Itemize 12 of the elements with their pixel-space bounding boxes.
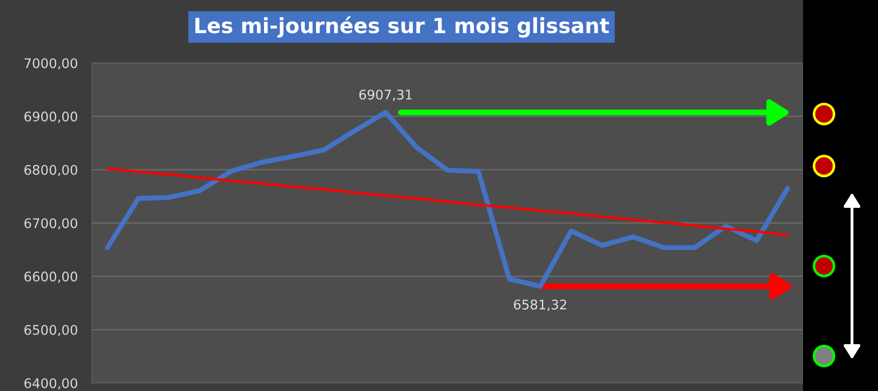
y-tick-label: 7000,00 bbox=[24, 58, 78, 70]
y-tick-label: 6900,00 bbox=[24, 112, 78, 123]
y-tick-label: 6600,00 bbox=[24, 272, 78, 283]
annotation: 6581,32 bbox=[514, 300, 566, 311]
annotation: 6907,31 bbox=[359, 90, 412, 101]
y-tick-label: 6400,00 bbox=[24, 378, 78, 390]
y-tick-label: 6800,00 bbox=[24, 164, 78, 176]
chart-title: Les mi-journées sur 1 mois glissant bbox=[195, 16, 610, 38]
y-tick-label: 6500,00 bbox=[24, 324, 78, 336]
line-series bbox=[106, 167, 789, 236]
y-tick-label: 6700,00 bbox=[24, 218, 78, 230]
line-series bbox=[105, 110, 790, 289]
